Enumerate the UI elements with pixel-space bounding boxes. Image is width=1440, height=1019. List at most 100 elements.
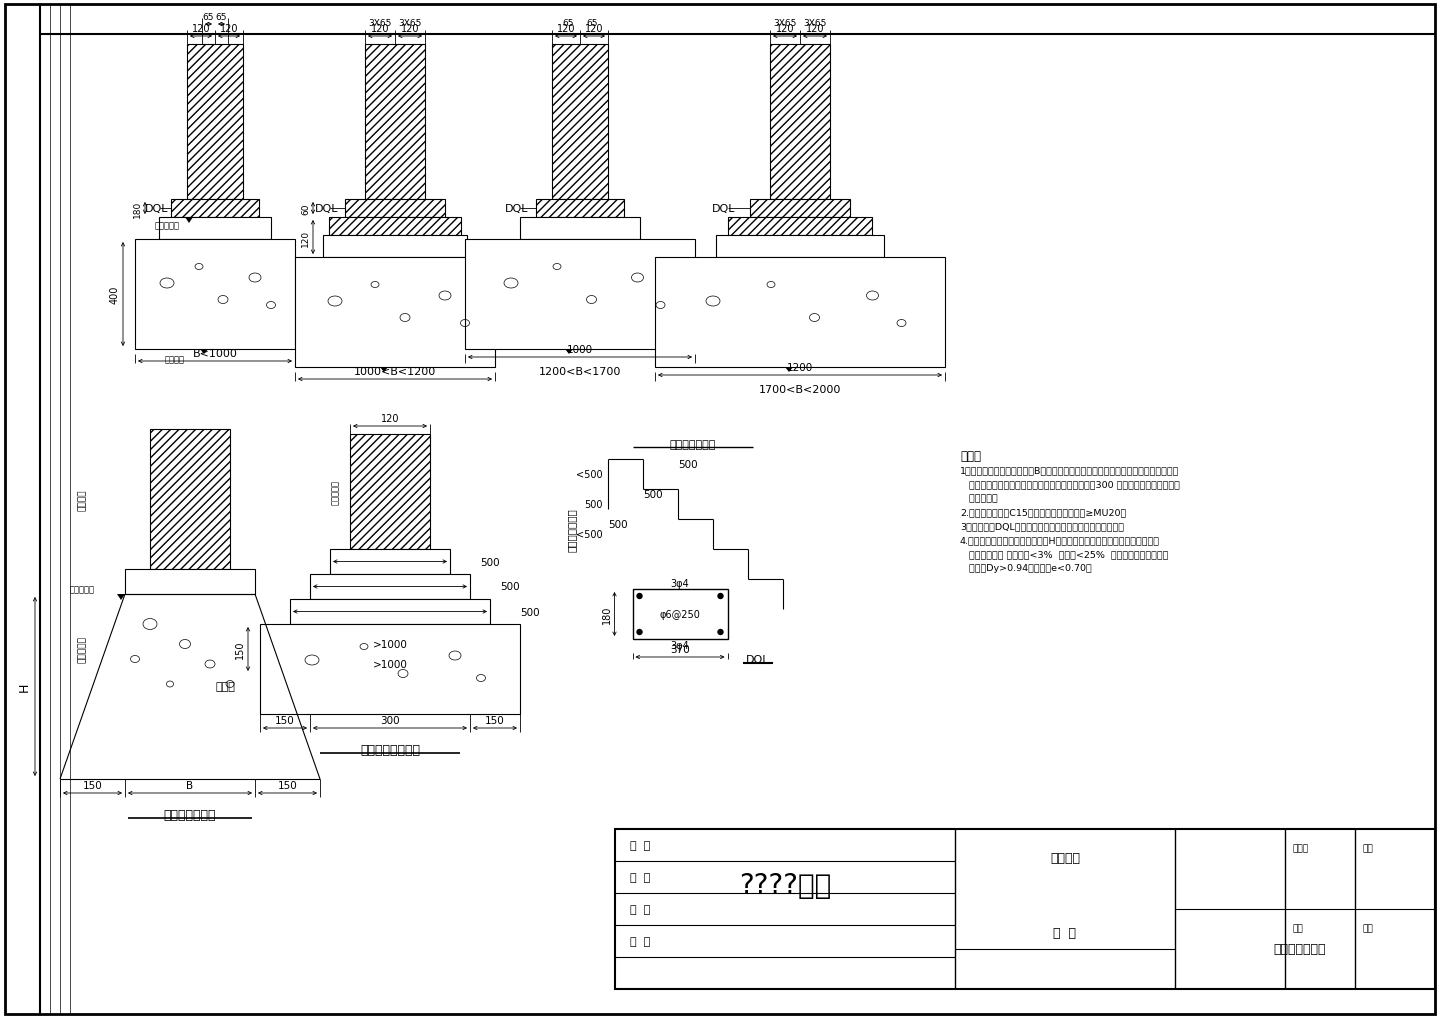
Text: 120: 120 xyxy=(192,24,210,34)
Bar xyxy=(158,218,271,239)
Bar xyxy=(750,200,850,218)
Text: 实系数Dy>0.94或压实比e<0.70。: 实系数Dy>0.94或压实比e<0.70。 xyxy=(960,564,1092,573)
Text: <500: <500 xyxy=(576,470,603,480)
Bar xyxy=(135,239,295,350)
Bar xyxy=(520,218,639,239)
Text: 非承重墙基础大样: 非承重墙基础大样 xyxy=(360,744,420,757)
Bar xyxy=(310,575,469,599)
Text: 150: 150 xyxy=(235,640,245,658)
Text: >1000: >1000 xyxy=(373,639,408,649)
Text: 500: 500 xyxy=(585,499,603,510)
Text: 1200<B<1700: 1200<B<1700 xyxy=(539,367,621,377)
Text: 370: 370 xyxy=(670,644,690,654)
Text: DQL: DQL xyxy=(505,204,528,214)
Text: 砂垫层: 砂垫层 xyxy=(215,682,235,692)
Text: 1200: 1200 xyxy=(786,363,814,373)
Bar xyxy=(289,599,490,625)
Text: 基础截面示意图: 基础截面示意图 xyxy=(567,507,577,551)
Text: 图期: 图期 xyxy=(1364,844,1374,853)
Text: 120: 120 xyxy=(585,24,603,34)
Bar xyxy=(330,549,451,575)
Text: 120: 120 xyxy=(380,414,399,424)
Text: 180: 180 xyxy=(602,605,612,624)
Text: 500: 500 xyxy=(644,489,662,499)
Text: 1000<B<1200: 1000<B<1200 xyxy=(354,367,436,377)
Text: 150: 150 xyxy=(275,715,295,726)
Text: 500: 500 xyxy=(520,607,540,616)
Text: B: B xyxy=(186,781,193,790)
Text: 制  图: 制 图 xyxy=(631,936,651,946)
Text: 3φ4: 3φ4 xyxy=(671,579,690,588)
Polygon shape xyxy=(564,350,573,355)
Text: 基础顶标高: 基础顶标高 xyxy=(71,585,95,594)
Bar xyxy=(465,239,696,350)
Text: 设  计: 设 计 xyxy=(631,904,651,914)
Text: DQL: DQL xyxy=(315,204,338,214)
Text: ????样图: ????样图 xyxy=(739,871,831,899)
Text: <500: <500 xyxy=(576,530,603,539)
Text: 120: 120 xyxy=(400,24,419,34)
Bar xyxy=(125,570,255,594)
Text: 基底标高: 基底标高 xyxy=(166,356,184,364)
Bar xyxy=(295,258,495,368)
Bar xyxy=(350,434,431,549)
Bar xyxy=(364,45,425,200)
Text: 500: 500 xyxy=(500,582,520,592)
Polygon shape xyxy=(200,350,207,355)
Bar xyxy=(655,258,945,368)
Bar xyxy=(770,45,829,200)
Text: 3．基础圈梁DQL当单项设计中未注明不设时，均有此圈梁。: 3．基础圈梁DQL当单项设计中未注明不设时，均有此圈梁。 xyxy=(960,522,1125,531)
Polygon shape xyxy=(380,368,387,373)
Text: 1000: 1000 xyxy=(567,344,593,355)
Text: 400: 400 xyxy=(109,285,120,304)
Polygon shape xyxy=(184,218,193,224)
Text: 3X65: 3X65 xyxy=(399,18,422,28)
Text: 180: 180 xyxy=(132,200,143,217)
Text: 120: 120 xyxy=(301,229,310,247)
Text: DQL: DQL xyxy=(746,654,769,664)
Text: 65: 65 xyxy=(562,18,573,28)
Text: 图号: 图号 xyxy=(1293,924,1303,932)
Text: 65: 65 xyxy=(586,18,598,28)
Circle shape xyxy=(719,594,723,599)
Bar xyxy=(729,218,873,235)
Text: 3X65: 3X65 xyxy=(369,18,392,28)
Text: 150: 150 xyxy=(278,781,298,790)
Text: 毛石砼基础详图: 毛石砼基础详图 xyxy=(1274,943,1326,956)
Bar xyxy=(171,200,259,218)
Text: 120: 120 xyxy=(220,24,238,34)
Bar xyxy=(261,625,520,714)
Text: 说明：: 说明： xyxy=(960,449,981,463)
Text: 500: 500 xyxy=(480,557,500,567)
Bar xyxy=(632,589,727,639)
Text: 1．图中基底标高及基础宽度B由单项设计之基础平面图中给出，基础垫层应置于无砂: 1．图中基底标高及基础宽度B由单项设计之基础平面图中给出，基础垫层应置于无砂 xyxy=(960,466,1179,475)
Text: 日期: 日期 xyxy=(1364,924,1374,932)
Text: 300: 300 xyxy=(380,715,400,726)
Text: 校  对: 校 对 xyxy=(631,872,651,882)
Bar xyxy=(346,200,445,218)
Text: 3X65: 3X65 xyxy=(804,18,827,28)
Text: 砂垫层基础大样: 砂垫层基础大样 xyxy=(164,809,216,821)
Text: 然级配之砂石 其含泥量<3%  含砂量<25%  分层分实成密密后叩压: 然级配之砂石 其含泥量<3% 含砂量<25% 分层分实成密密后叩压 xyxy=(960,549,1168,558)
Text: DQL: DQL xyxy=(145,204,168,214)
Text: 基础顶标高: 基础顶标高 xyxy=(78,636,86,662)
Text: 120: 120 xyxy=(806,24,824,34)
Text: 审  核: 审 核 xyxy=(631,841,651,850)
Text: 65: 65 xyxy=(203,13,215,22)
Circle shape xyxy=(719,630,723,635)
Text: 150: 150 xyxy=(485,715,505,726)
Text: 墙边缘线: 墙边缘线 xyxy=(78,489,86,511)
Text: >1000: >1000 xyxy=(373,659,408,669)
Bar xyxy=(716,235,884,258)
Bar xyxy=(187,45,243,200)
Text: 3X65: 3X65 xyxy=(773,18,796,28)
Bar xyxy=(552,45,608,200)
Text: 基础顶标高: 基础顶标高 xyxy=(331,480,340,504)
Text: 垫层时，除满足设计标高外，尚需埋入老土不少于300 当老土标高不一致时采用: 垫层时，除满足设计标高外，尚需埋入老土不少于300 当老土标高不一致时采用 xyxy=(960,480,1179,488)
Text: 基础放阶示意图: 基础放阶示意图 xyxy=(670,439,716,449)
Text: 2.本图基础材料为C15，毛石混凝土石坯强度≥MU20。: 2.本图基础材料为C15，毛石混凝土石坯强度≥MU20。 xyxy=(960,507,1126,517)
Bar xyxy=(328,218,461,235)
Text: 项  目: 项 目 xyxy=(1054,926,1077,940)
Circle shape xyxy=(636,630,642,635)
Polygon shape xyxy=(117,594,125,600)
